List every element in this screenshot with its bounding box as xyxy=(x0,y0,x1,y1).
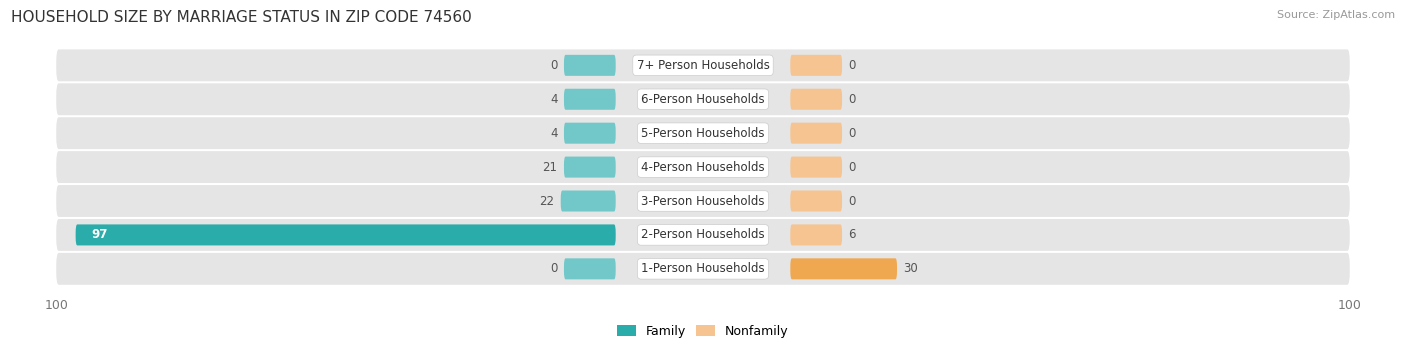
Text: 0: 0 xyxy=(849,194,856,208)
FancyBboxPatch shape xyxy=(790,55,842,76)
Text: 21: 21 xyxy=(543,161,558,174)
Text: 97: 97 xyxy=(91,228,108,241)
Text: HOUSEHOLD SIZE BY MARRIAGE STATUS IN ZIP CODE 74560: HOUSEHOLD SIZE BY MARRIAGE STATUS IN ZIP… xyxy=(11,10,472,25)
FancyBboxPatch shape xyxy=(790,224,842,246)
FancyBboxPatch shape xyxy=(56,49,1350,81)
Text: 4: 4 xyxy=(550,93,558,106)
FancyBboxPatch shape xyxy=(790,157,842,178)
Legend: Family, Nonfamily: Family, Nonfamily xyxy=(612,320,794,341)
Text: 30: 30 xyxy=(904,262,918,275)
FancyBboxPatch shape xyxy=(790,89,842,110)
Text: 4-Person Households: 4-Person Households xyxy=(641,161,765,174)
Text: 6: 6 xyxy=(849,228,856,241)
Text: 0: 0 xyxy=(849,59,856,72)
FancyBboxPatch shape xyxy=(564,123,616,144)
Text: 5-Person Households: 5-Person Households xyxy=(641,127,765,140)
Text: 22: 22 xyxy=(540,194,554,208)
Text: 0: 0 xyxy=(849,127,856,140)
FancyBboxPatch shape xyxy=(56,83,1350,115)
FancyBboxPatch shape xyxy=(56,151,1350,183)
Text: 6-Person Households: 6-Person Households xyxy=(641,93,765,106)
Text: 0: 0 xyxy=(550,59,558,72)
Text: 3-Person Households: 3-Person Households xyxy=(641,194,765,208)
FancyBboxPatch shape xyxy=(564,258,616,279)
Text: 1-Person Households: 1-Person Households xyxy=(641,262,765,275)
Text: Source: ZipAtlas.com: Source: ZipAtlas.com xyxy=(1277,10,1395,20)
FancyBboxPatch shape xyxy=(76,224,616,246)
FancyBboxPatch shape xyxy=(56,117,1350,149)
FancyBboxPatch shape xyxy=(564,55,616,76)
Text: 0: 0 xyxy=(849,161,856,174)
FancyBboxPatch shape xyxy=(790,123,842,144)
Text: 4: 4 xyxy=(550,127,558,140)
Text: 7+ Person Households: 7+ Person Households xyxy=(637,59,769,72)
FancyBboxPatch shape xyxy=(56,185,1350,217)
FancyBboxPatch shape xyxy=(56,253,1350,285)
FancyBboxPatch shape xyxy=(564,157,616,178)
Text: 0: 0 xyxy=(849,93,856,106)
FancyBboxPatch shape xyxy=(564,89,616,110)
FancyBboxPatch shape xyxy=(56,219,1350,251)
FancyBboxPatch shape xyxy=(790,258,897,279)
FancyBboxPatch shape xyxy=(790,191,842,211)
Text: 2-Person Households: 2-Person Households xyxy=(641,228,765,241)
Text: 0: 0 xyxy=(550,262,558,275)
FancyBboxPatch shape xyxy=(561,191,616,211)
